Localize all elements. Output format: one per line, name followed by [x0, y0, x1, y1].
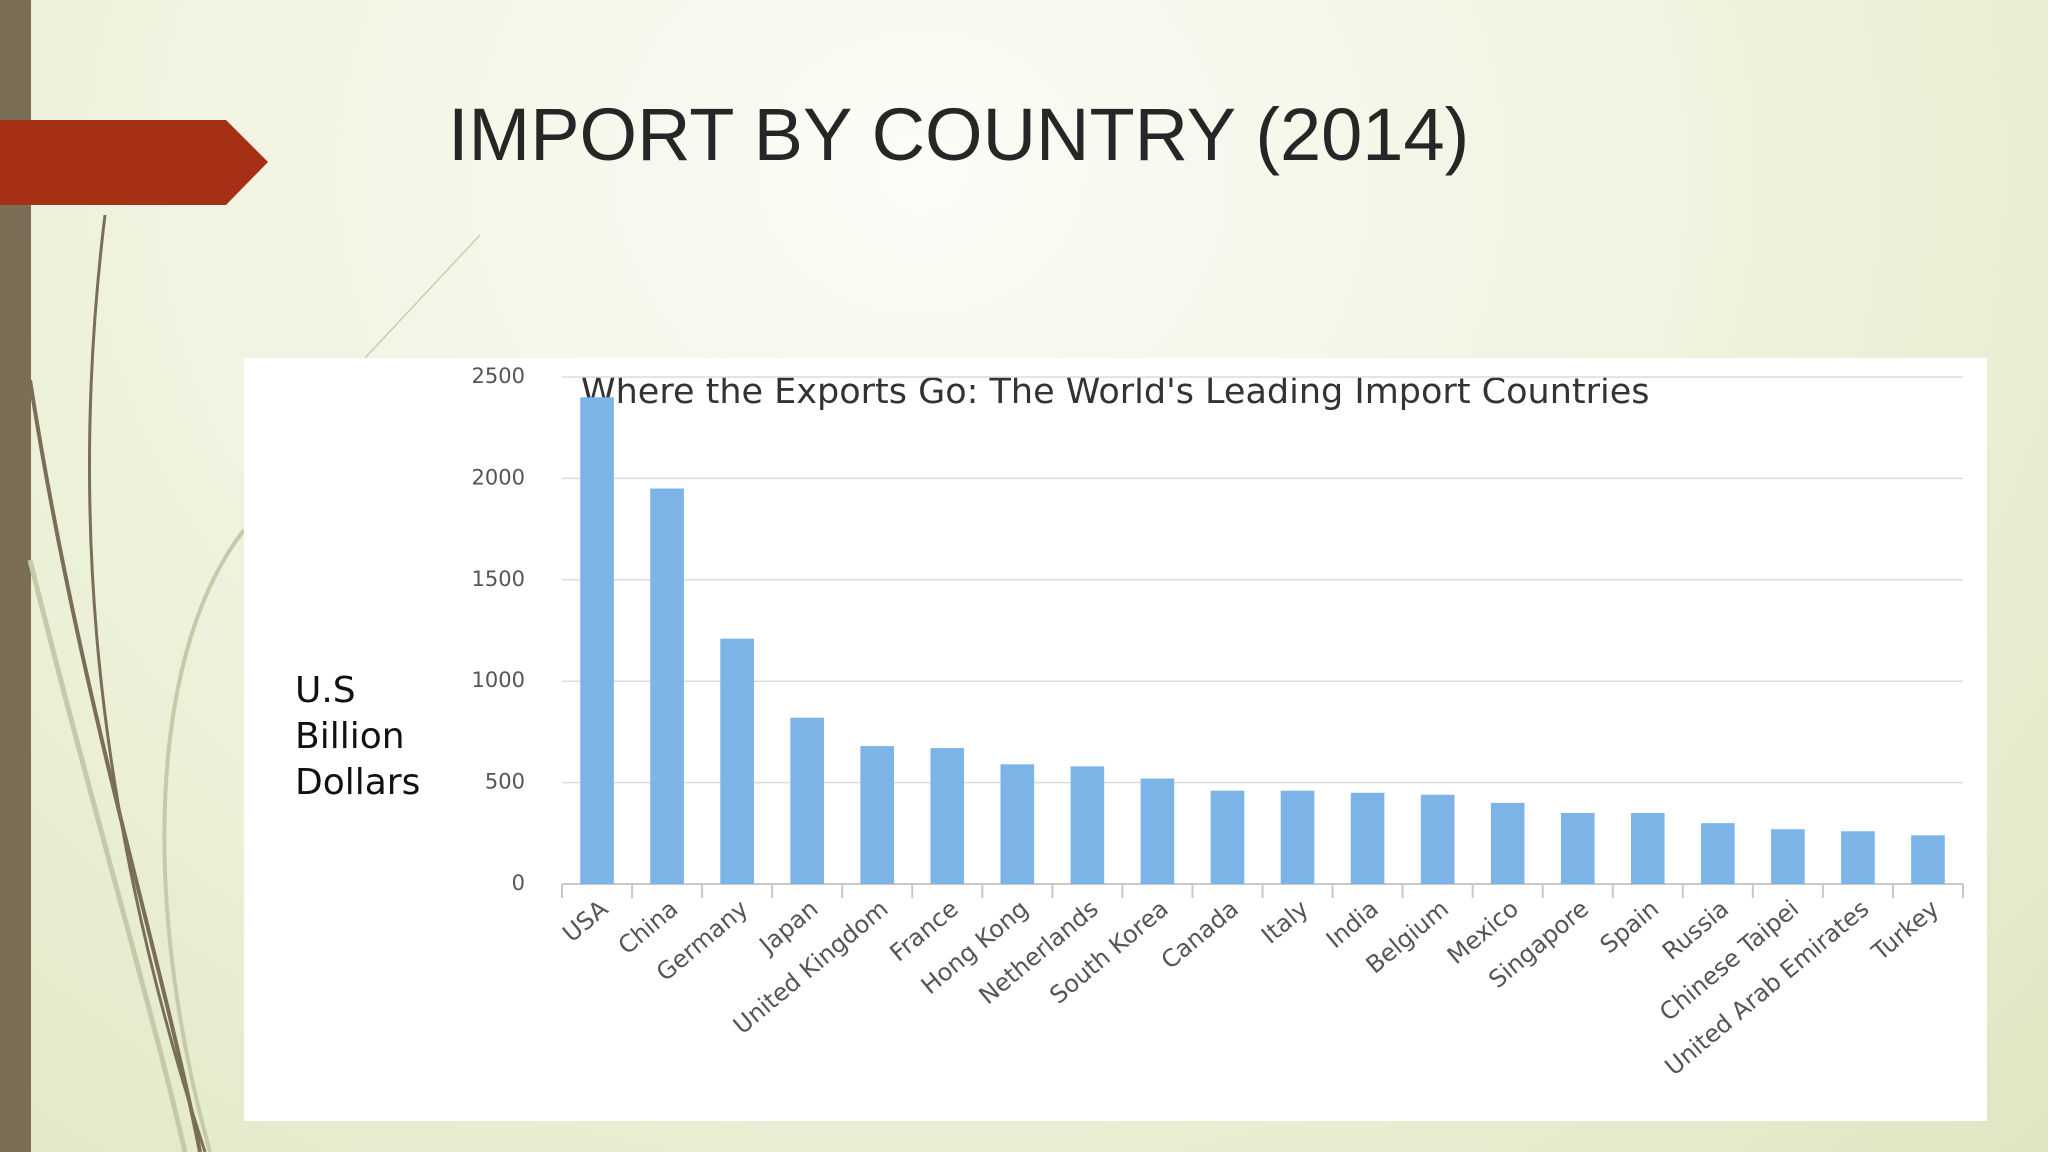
x-tick-label: Spain — [1595, 895, 1664, 960]
bar — [790, 717, 824, 884]
bar — [1000, 764, 1035, 884]
x-tick-label: Netherlands — [974, 895, 1104, 1010]
x-tick-label: USA — [557, 894, 613, 948]
slide-title: IMPORT BY COUNTRY (2014) — [448, 93, 1470, 176]
y-tick-label: 1500 — [472, 567, 525, 591]
bar — [650, 488, 684, 884]
chart-title: Where the Exports Go: The World's Leadin… — [581, 372, 1650, 412]
bar — [1140, 778, 1175, 884]
bar — [930, 748, 965, 884]
x-tick-label: Italy — [1256, 895, 1314, 950]
bar — [1490, 802, 1525, 884]
y-axis-label: U.S Billion Dollars — [295, 670, 421, 803]
y-tick-label: 2000 — [472, 465, 525, 489]
y-tick-label: 1000 — [472, 668, 525, 692]
bar — [1771, 829, 1805, 884]
bar — [1420, 794, 1455, 884]
bar — [860, 746, 895, 884]
bar — [580, 397, 614, 884]
bar — [1701, 823, 1735, 884]
x-tick-label: Turkey — [1866, 895, 1945, 967]
x-tick-label: Canada — [1156, 895, 1244, 975]
bar — [1280, 790, 1315, 884]
chart-panel — [244, 358, 1987, 1121]
bar — [1841, 831, 1875, 884]
bar — [1210, 790, 1245, 884]
bar — [720, 638, 754, 884]
y-tick-label: 500 — [485, 770, 525, 794]
bar — [1911, 835, 1945, 884]
bar — [1630, 813, 1665, 884]
bar — [1560, 813, 1595, 884]
bar — [1070, 766, 1105, 884]
y-tick-label: 0 — [512, 871, 525, 895]
bar — [1350, 792, 1385, 884]
y-tick-label: 2500 — [472, 364, 525, 388]
